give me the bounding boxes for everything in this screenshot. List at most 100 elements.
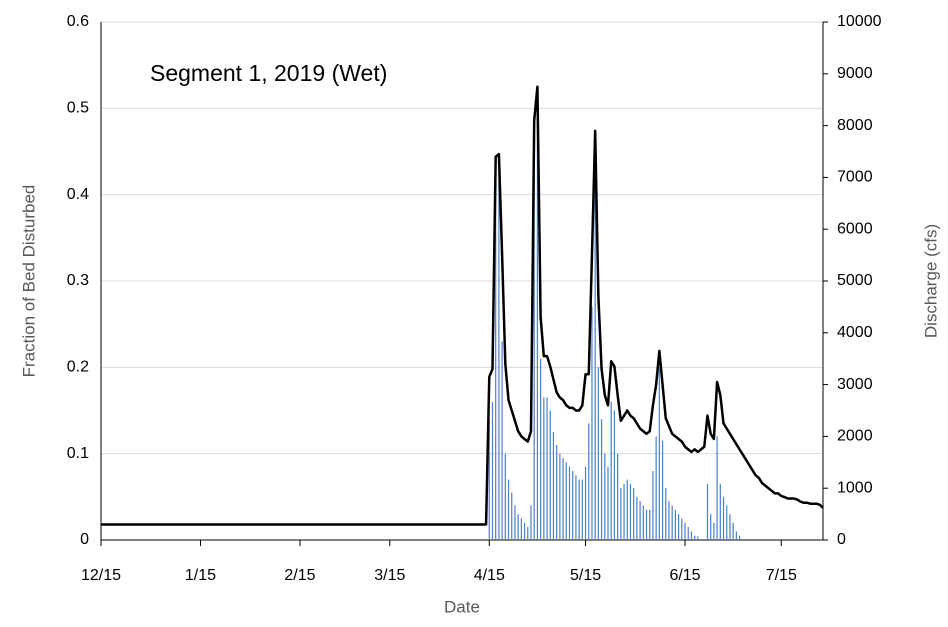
bar [636,496,638,540]
bar [533,125,535,540]
bar [681,518,683,540]
y2-tick-label: 5000 [837,272,873,289]
y-tick-label: 0.4 [67,186,89,203]
y2-tick-label: 2000 [837,428,873,445]
bar [645,509,648,540]
y-axis-label: Fraction of Bed Disturbed [19,185,38,378]
bar [710,514,712,540]
bar [613,410,616,540]
bar [694,535,696,540]
y2-tick-label: 6000 [837,220,873,237]
bar [584,466,587,540]
bar [530,505,532,540]
bar [511,492,513,540]
discharge-line [101,85,824,526]
bar [527,527,529,540]
y2-tick-label: 10000 [837,13,882,30]
bar [536,91,539,541]
bar [665,488,667,540]
bar [498,160,500,540]
bar [575,475,577,540]
bar [540,358,542,540]
y-tick-label: 0.6 [67,13,89,30]
bar [713,522,715,540]
bar [719,483,721,540]
bar [556,445,558,540]
y2-tick-label: 9000 [837,65,873,82]
bar [674,509,676,540]
y2-tick-label: 7000 [837,169,873,186]
bar [716,436,718,540]
bar [626,479,628,540]
bar [639,501,641,540]
y-tick-label: 0.3 [67,272,89,289]
bar [633,488,635,540]
bar [607,466,609,540]
bar [491,401,494,540]
y-tick-label: 0.5 [67,100,89,117]
bar [732,522,734,540]
chart-title: Segment 1, 2019 (Wet) [150,60,387,86]
bar [684,522,686,540]
bar [687,527,689,540]
bar [629,483,632,540]
bar [578,479,580,540]
x-tick-label: 4/15 [474,567,505,584]
bar [668,501,670,540]
bar [552,432,555,540]
y2-tick-label: 8000 [837,117,873,134]
bar [600,419,603,540]
bar [517,514,519,540]
y2-tick-label: 3000 [837,376,873,393]
bar [597,367,599,540]
bar [559,453,561,540]
bar [671,505,673,540]
bar [655,436,657,540]
y-tick-label: 0.2 [67,359,89,376]
bar [642,505,644,540]
bar [568,466,571,540]
bar [722,496,725,540]
bar [549,410,551,540]
bar [520,518,522,540]
bar [543,397,545,540]
bar [562,457,564,540]
x-tick-label: 7/15 [766,567,797,584]
bar [604,453,606,540]
bar [623,483,625,540]
bar [501,341,503,540]
bar [523,522,526,540]
bar [649,509,651,540]
x-tick-label: 6/15 [669,567,700,584]
y2-tick-label: 1000 [837,479,873,496]
bar [735,531,737,540]
bar [697,536,699,540]
bar [729,514,731,540]
bar [726,505,728,540]
bar [690,531,693,540]
bar [507,479,510,540]
bar [581,479,583,540]
bar [738,535,741,540]
bar [514,505,516,540]
bar [504,453,506,540]
x-axis-label: Date [444,597,480,616]
bar [591,306,593,540]
bar [617,453,619,540]
bar [594,134,596,540]
x-tick-label: 3/15 [374,567,405,584]
bar [572,470,574,540]
bar [488,419,490,540]
x-tick-label: 1/15 [185,567,216,584]
x-tick-label: 12/15 [81,567,121,584]
x-tick-label: 5/15 [570,567,601,584]
y-tick-label: 0 [80,531,89,548]
bar [652,470,654,540]
bar [565,462,567,540]
bar [495,160,497,540]
x-tick-label: 2/15 [284,567,315,584]
y2-tick-label: 0 [837,531,846,548]
bar [546,397,548,540]
y2-tick-label: 4000 [837,324,873,341]
